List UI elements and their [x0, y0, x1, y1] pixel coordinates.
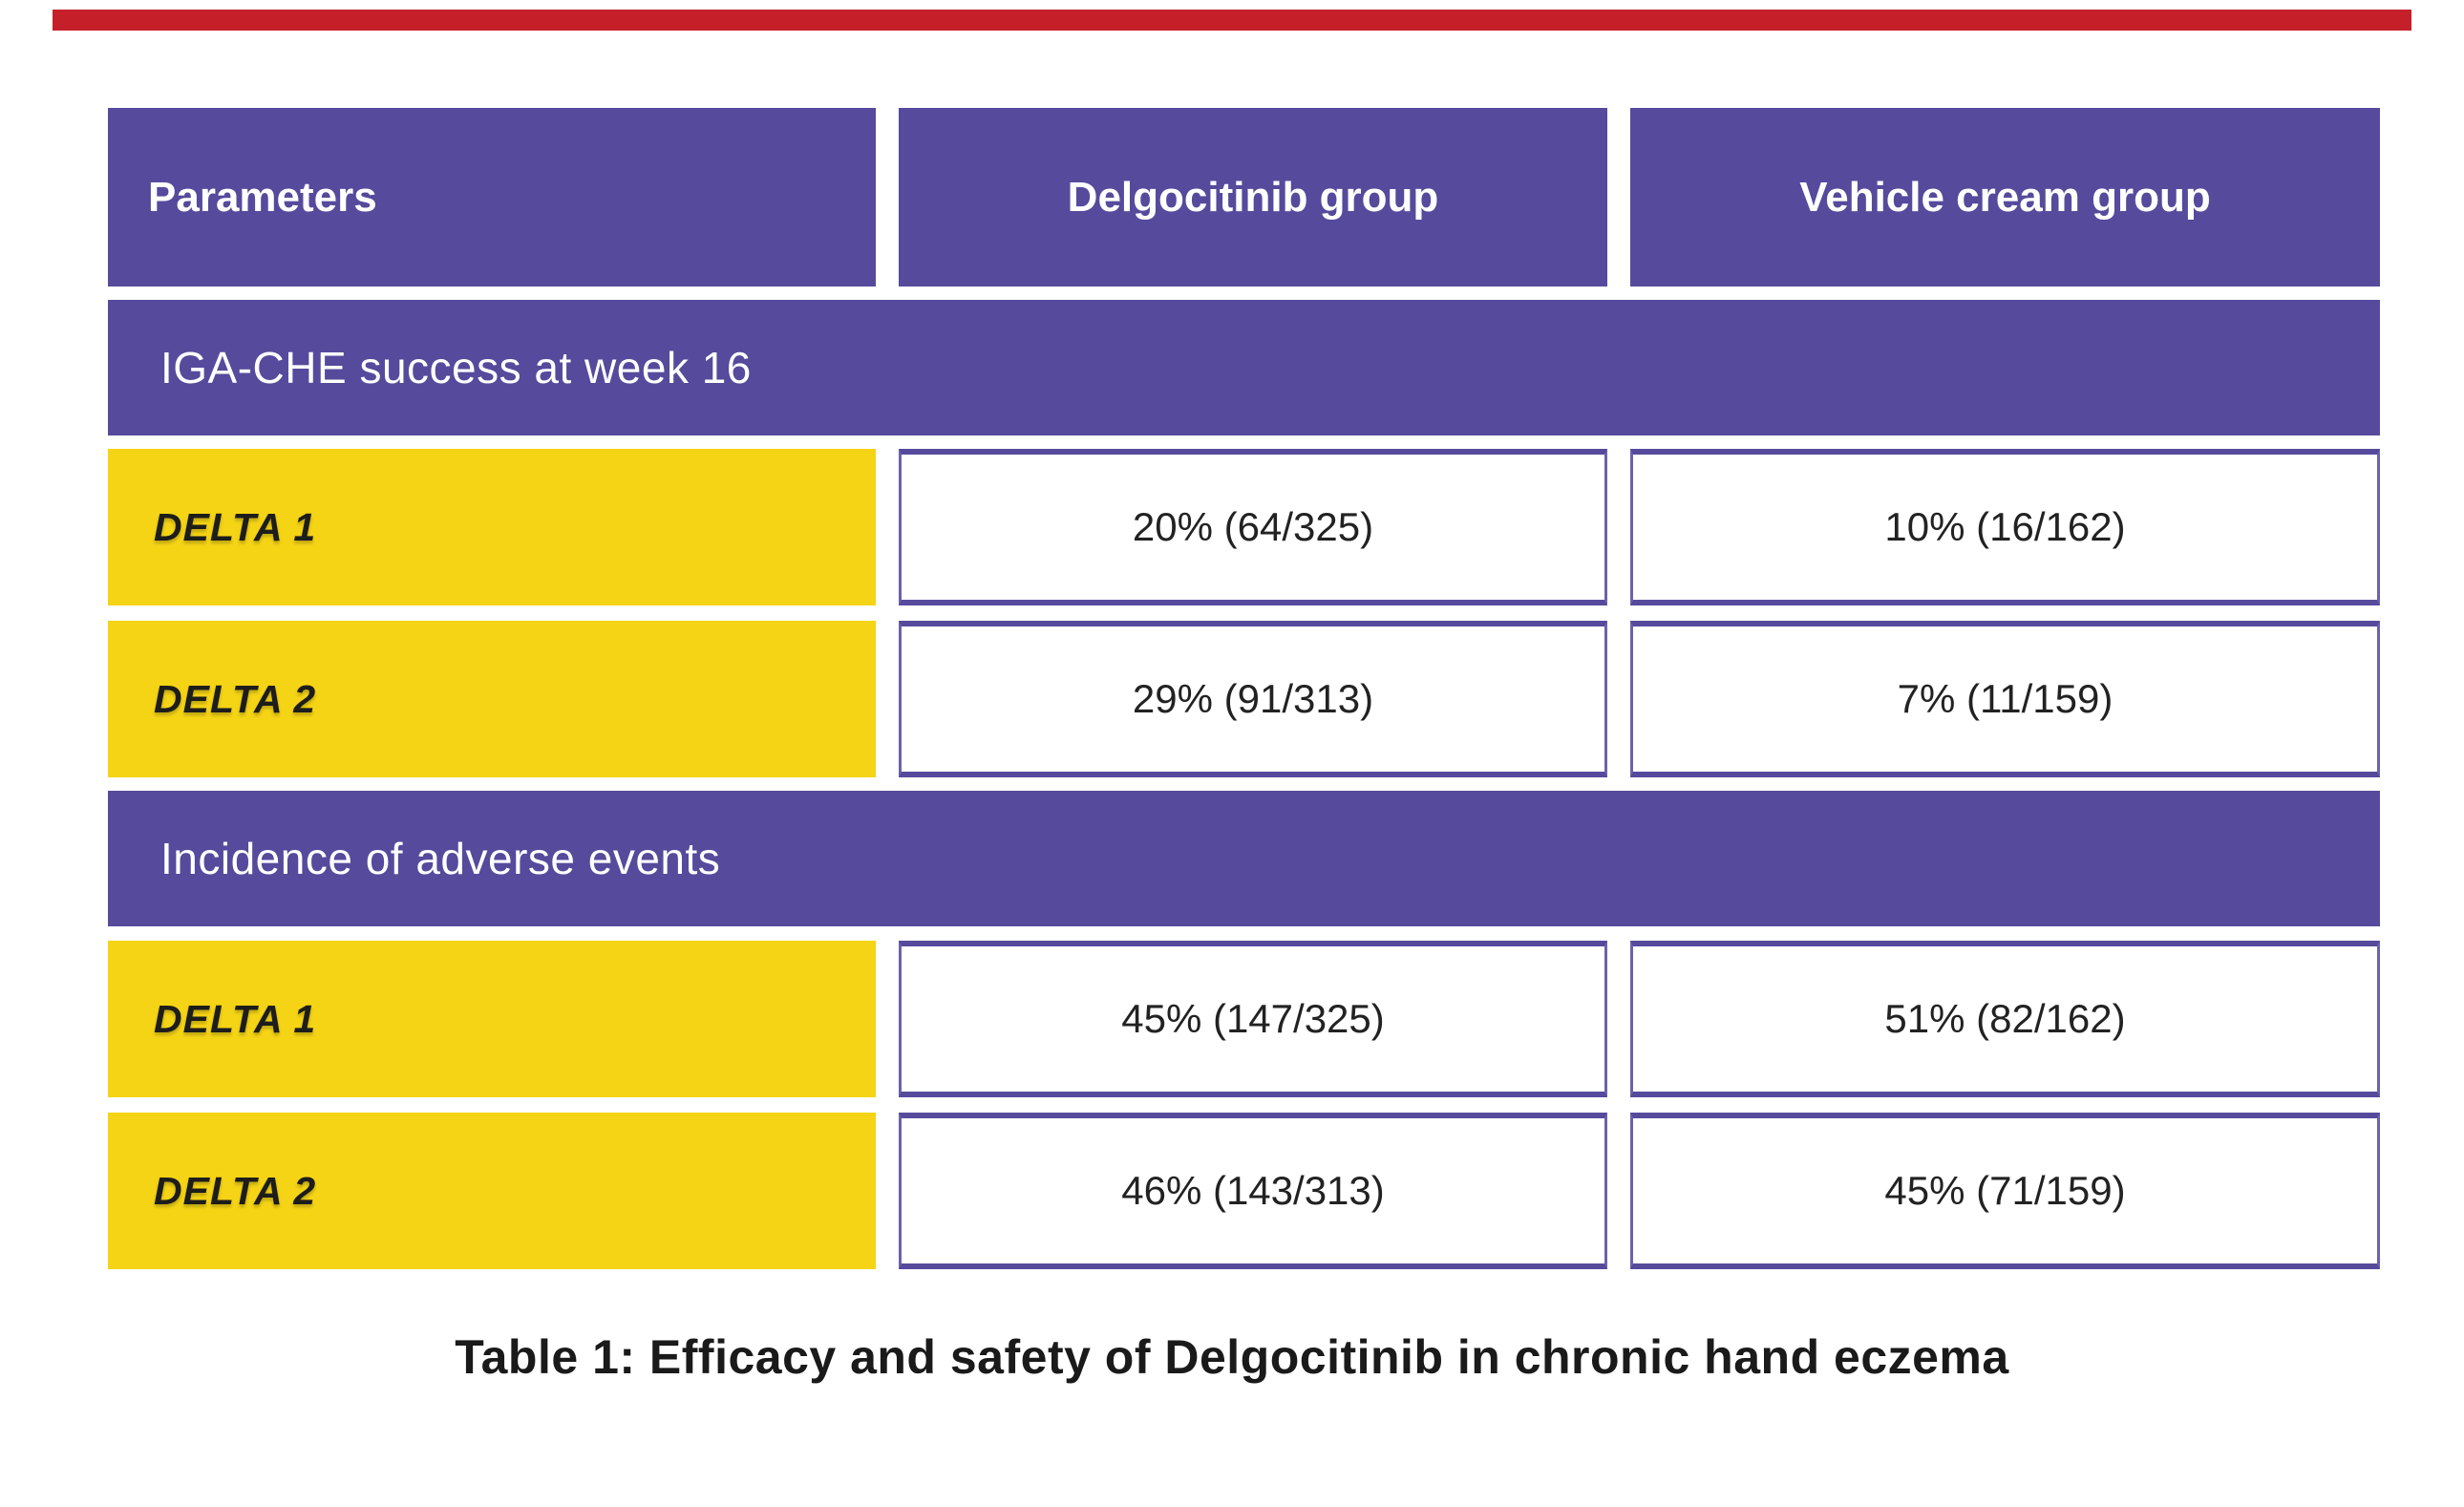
value-cell-delgocitinib: 20% (64/325) [899, 449, 1607, 605]
value-cell-delgocitinib: 45% (147/325) [899, 941, 1607, 1097]
table-row: DELTA 2 46% (143/313) 45% (71/159) [108, 1113, 2380, 1269]
section-header-adverse-events: Incidence of adverse events [108, 791, 2380, 926]
column-header-delgocitinib-group: Delgocitinib group [899, 108, 1607, 287]
table-caption: Table 1: Efficacy and safety of Delgocit… [455, 1330, 2009, 1384]
value-cell-delgocitinib: 29% (91/313) [899, 621, 1607, 777]
parameter-cell: DELTA 2 [108, 1113, 876, 1269]
column-header-parameters: Parameters [108, 108, 876, 287]
section-header-iga-che-success: IGA-CHE success at week 16 [108, 300, 2380, 435]
parameter-cell: DELTA 1 [108, 941, 876, 1097]
value-cell-delgocitinib: 46% (143/313) [899, 1113, 1607, 1269]
table-row: DELTA 1 45% (147/325) 51% (82/162) [108, 941, 2380, 1097]
value-cell-vehicle: 10% (16/162) [1630, 449, 2380, 605]
value-cell-vehicle: 51% (82/162) [1630, 941, 2380, 1097]
parameter-cell: DELTA 2 [108, 621, 876, 777]
parameter-cell: DELTA 1 [108, 449, 876, 605]
table-row: DELTA 1 20% (64/325) 10% (16/162) [108, 449, 2380, 605]
table-header-row: Parameters Delgocitinib group Vehicle cr… [108, 108, 2380, 287]
column-header-vehicle-cream-group: Vehicle cream group [1630, 108, 2380, 287]
table-row: DELTA 2 29% (91/313) 7% (11/159) [108, 621, 2380, 777]
efficacy-safety-table: Parameters Delgocitinib group Vehicle cr… [108, 108, 2380, 1269]
value-cell-vehicle: 45% (71/159) [1630, 1113, 2380, 1269]
value-cell-vehicle: 7% (11/159) [1630, 621, 2380, 777]
top-accent-bar [53, 10, 2411, 31]
